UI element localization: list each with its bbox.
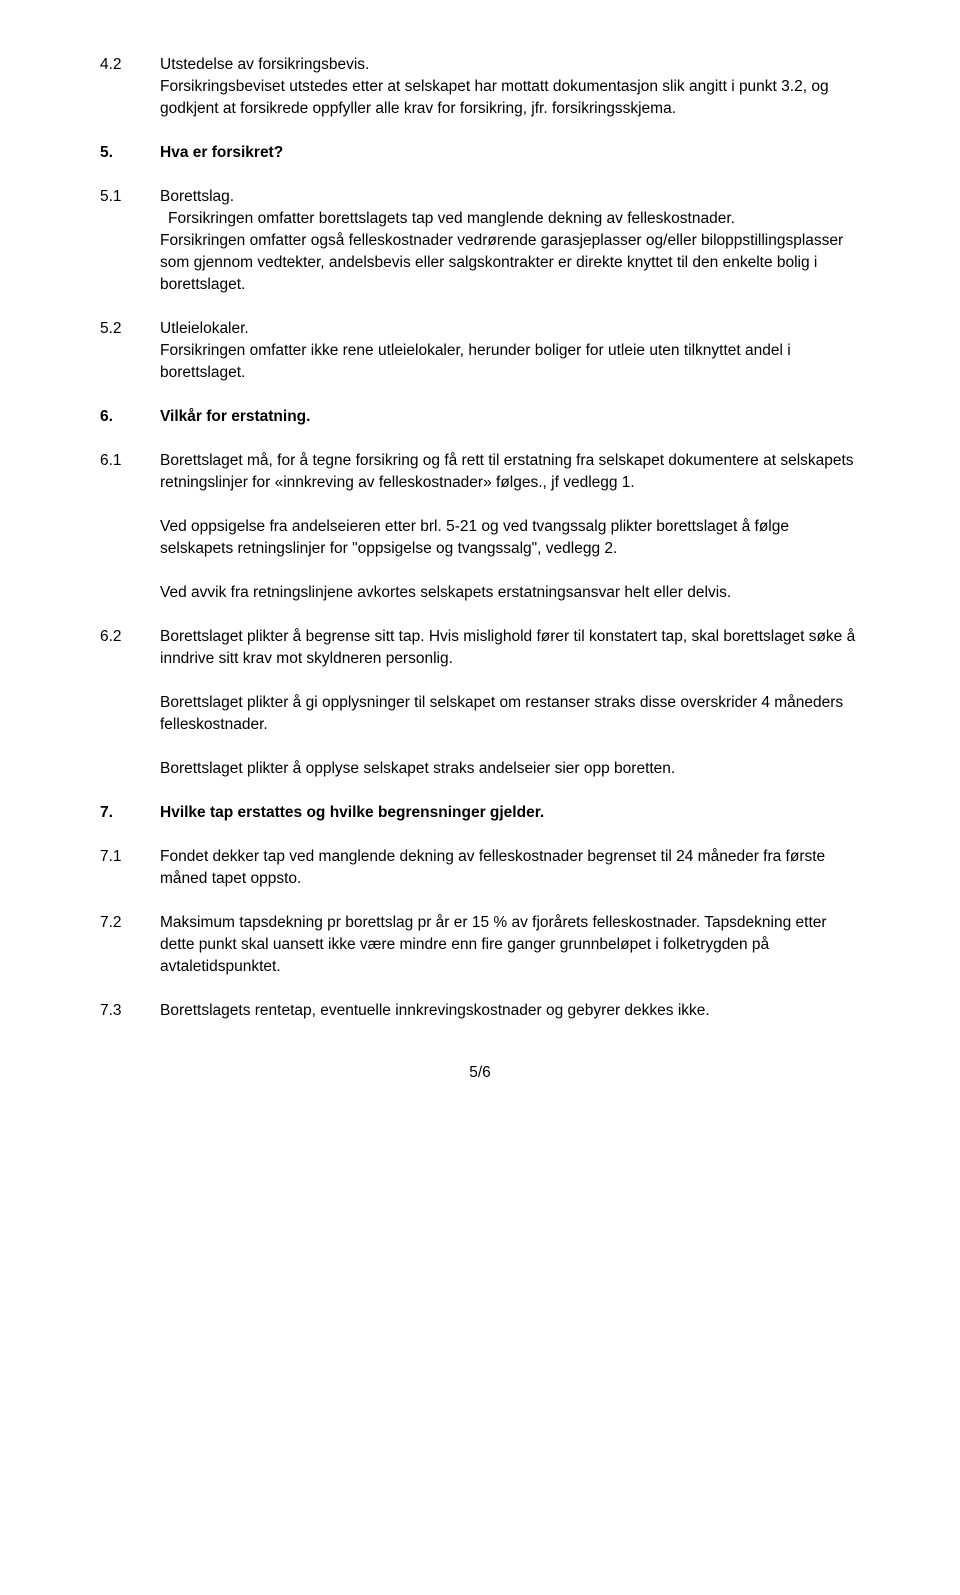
section-body: Borettslaget plikter å begrense sitt tap… [160,626,860,780]
paragraph: Maksimum tapsdekning pr borettslag pr år… [160,912,860,978]
paragraph: Borettslaget plikter å begrense sitt tap… [160,626,860,670]
section-number: 7.3 [100,1000,160,1022]
section-body: Borettslag. Forsikringen omfatter borett… [160,186,860,296]
section-number: 5. [100,142,160,164]
section-number: 7.2 [100,912,160,934]
paragraph: Ved oppsigelse fra andelseieren etter br… [160,516,860,560]
section-6-heading: 6. Vilkår for erstatning. [100,406,860,428]
paragraph: Fondet dekker tap ved manglende dekning … [160,846,860,890]
paragraph: Borettslaget må, for å tegne forsikring … [160,450,860,494]
paragraph: Ved avvik fra retningslinjene avkortes s… [160,582,860,604]
section-6-1: 6.1 Borettslaget må, for å tegne forsikr… [100,450,860,604]
section-title: Hvilke tap erstattes og hvilke begrensni… [160,802,860,824]
section-title: Utstedelse av forsikringsbevis. [160,54,860,76]
section-6-2: 6.2 Borettslaget plikter å begrense sitt… [100,626,860,780]
paragraph: Forsikringen omfatter borettslagets tap … [168,208,860,230]
paragraph: Borettslaget plikter å opplyse selskapet… [160,758,860,780]
paragraph: Borettslagets rentetap, eventuelle innkr… [160,1000,860,1022]
section-number: 6. [100,406,160,428]
section-number: 6.1 [100,450,160,472]
section-title: Hva er forsikret? [160,142,860,164]
section-title: Vilkår for erstatning. [160,406,860,428]
paragraph: Borettslaget plikter å gi opplysninger t… [160,692,860,736]
document-page: 4.2 Utstedelse av forsikringsbevis. Fors… [0,0,960,1124]
section-7-3: 7.3 Borettslagets rentetap, eventuelle i… [100,1000,860,1022]
section-4-2: 4.2 Utstedelse av forsikringsbevis. Fors… [100,54,860,120]
paragraph: Forsikringsbeviset utstedes etter at sel… [160,76,860,120]
section-7-1: 7.1 Fondet dekker tap ved manglende dekn… [100,846,860,890]
section-7-2: 7.2 Maksimum tapsdekning pr borettslag p… [100,912,860,978]
section-title: Utleielokaler. [160,318,860,340]
section-number: 5.1 [100,186,160,208]
paragraph: Forsikringen omfatter også felleskostnad… [160,230,860,296]
page-number: 5/6 [100,1062,860,1084]
paragraph: Forsikringen omfatter ikke rene utleielo… [160,340,860,384]
section-number: 7.1 [100,846,160,868]
section-number: 7. [100,802,160,824]
section-5-heading: 5. Hva er forsikret? [100,142,860,164]
section-number: 5.2 [100,318,160,340]
section-5-2: 5.2 Utleielokaler. Forsikringen omfatter… [100,318,860,384]
section-body: Utleielokaler. Forsikringen omfatter ikk… [160,318,860,384]
section-5-1: 5.1 Borettslag. Forsikringen omfatter bo… [100,186,860,296]
section-number: 6.2 [100,626,160,648]
section-title: Borettslag. [160,186,860,208]
section-body: Borettslaget må, for å tegne forsikring … [160,450,860,604]
section-body: Utstedelse av forsikringsbevis. Forsikri… [160,54,860,120]
section-number: 4.2 [100,54,160,76]
section-7-heading: 7. Hvilke tap erstattes og hvilke begren… [100,802,860,824]
